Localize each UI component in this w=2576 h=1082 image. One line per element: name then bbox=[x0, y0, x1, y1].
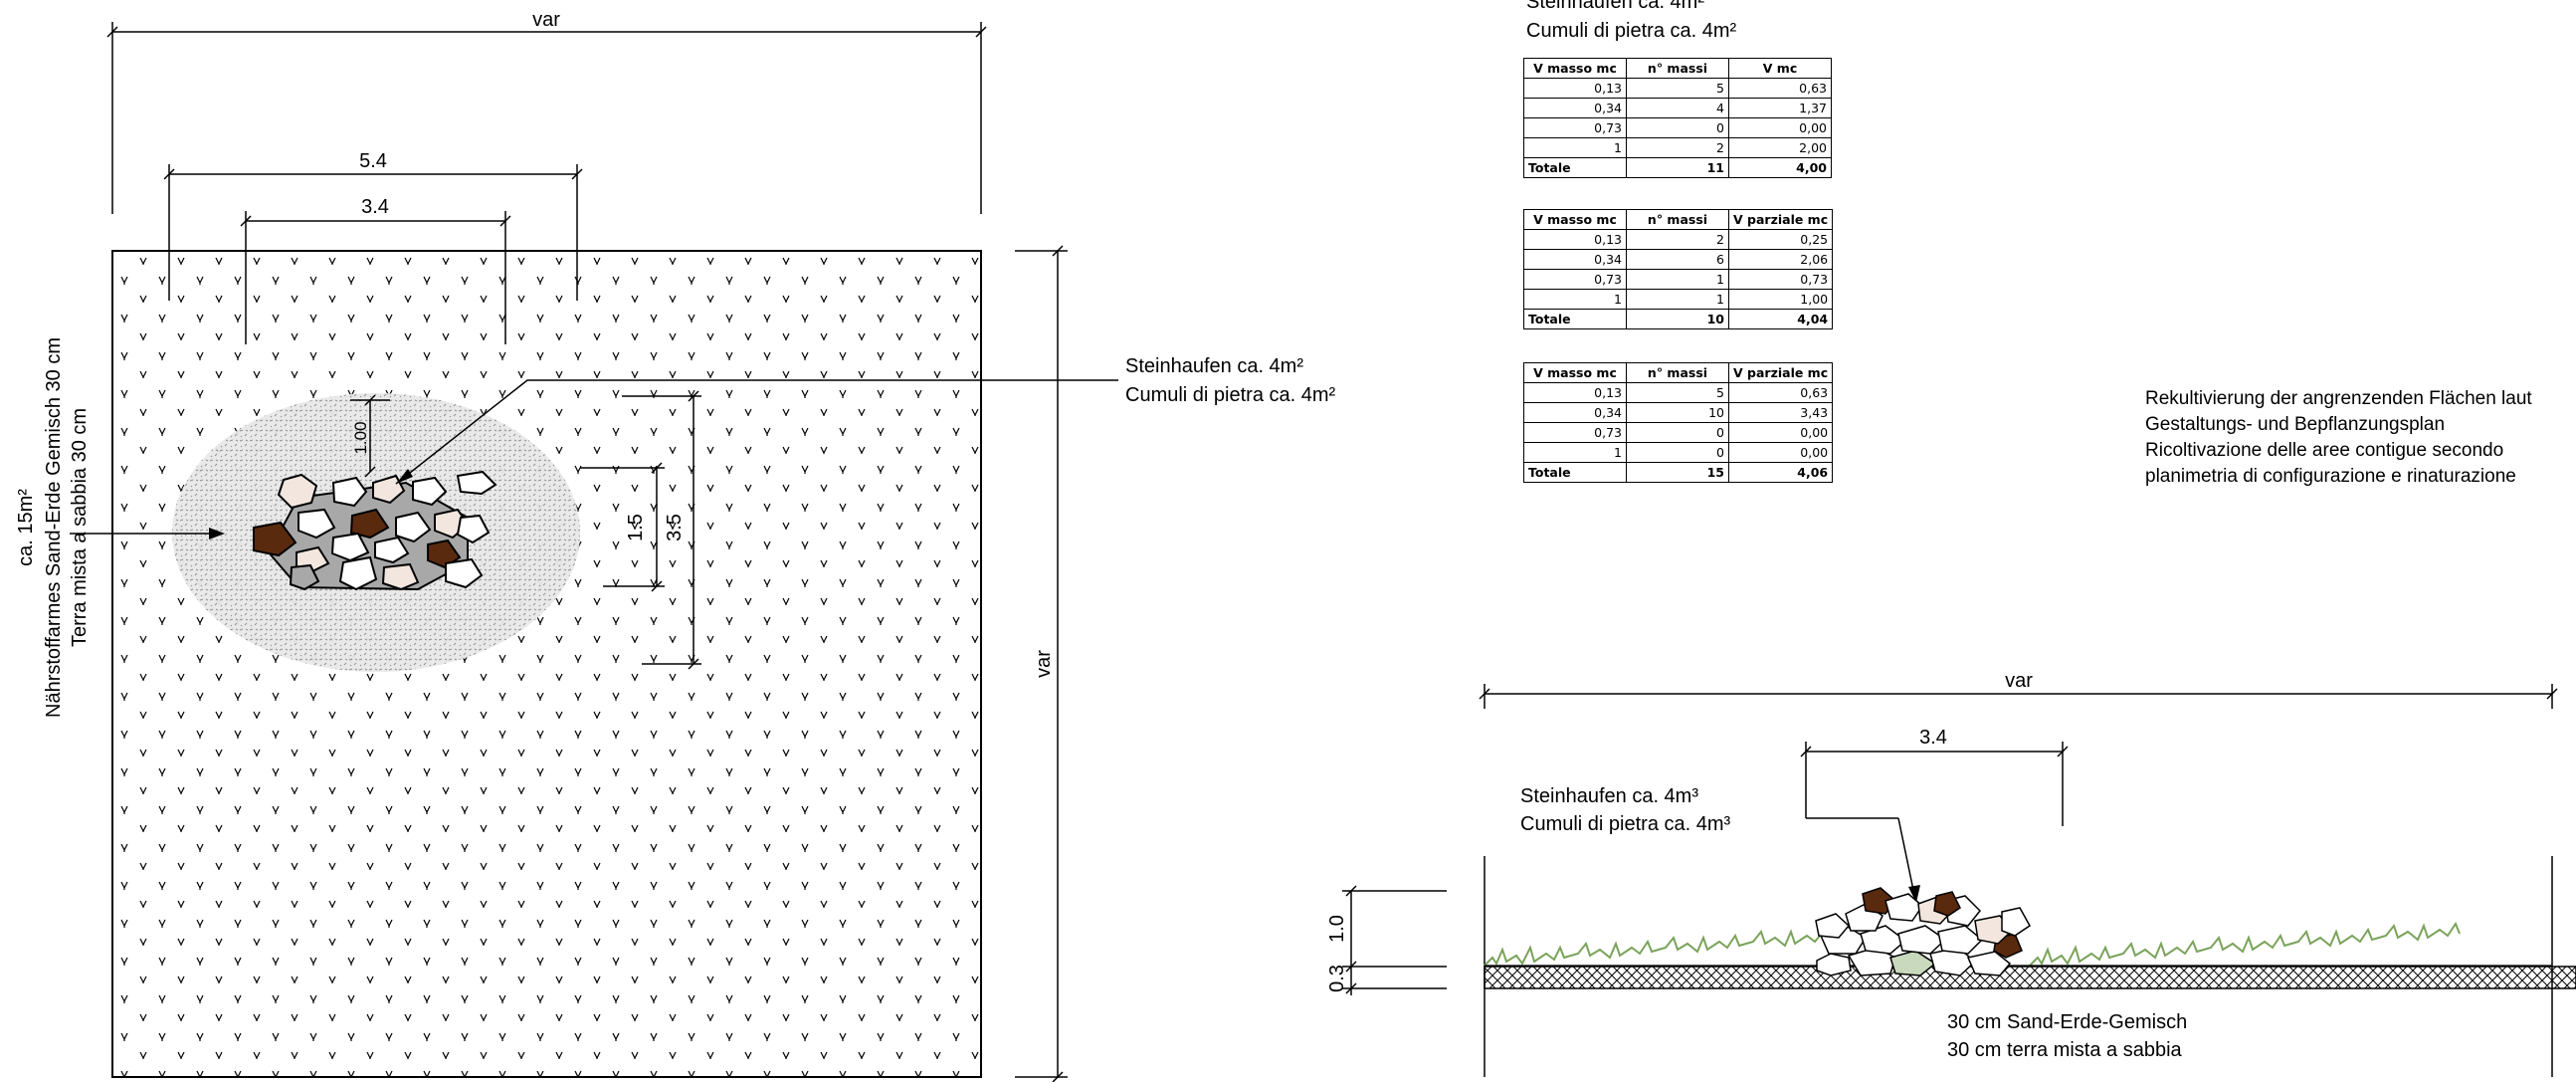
dimension-3-4-plan bbox=[240, 211, 511, 344]
section-dimension-var bbox=[1479, 684, 2558, 709]
col-header: V masso mc bbox=[1523, 58, 1627, 79]
section-stones-leader bbox=[1897, 817, 1915, 896]
table-row: 1 2 2,00 bbox=[1523, 137, 1832, 158]
section-stones-label-it: Cumuli di pietra ca. 4m³ bbox=[1520, 813, 1731, 835]
table-row: 0,34 10 3,43 bbox=[1523, 402, 1834, 423]
section-view: var 3.4 Steinhaufen ca. 4m³ Cumuli di pi… bbox=[1326, 670, 2576, 1077]
section-dim-1-0-label: 1.0 bbox=[1326, 915, 1348, 943]
col-header: V parziale mc bbox=[1727, 362, 1834, 383]
plan-view: var 5.4 3.4 var bbox=[15, 9, 1336, 1082]
dim-1-00-label: 1.00 bbox=[351, 421, 370, 454]
header-partial-line-1: Steinhaufen ca. 4m² bbox=[1526, 0, 1704, 13]
section-dim-3-4-label: 3.4 bbox=[1919, 727, 1947, 749]
table-row: 0,13 5 0,63 bbox=[1523, 382, 1834, 403]
table-total-row: Totale 11 4,00 bbox=[1523, 157, 1832, 178]
dim-5-4-label: 5.4 bbox=[359, 150, 387, 172]
left-leader-arrow bbox=[209, 528, 225, 540]
dimension-5-4 bbox=[163, 164, 583, 301]
col-header: n° massi bbox=[1626, 209, 1729, 230]
stone-pile-plan bbox=[253, 470, 497, 591]
table-row: 0,73 0 0,00 bbox=[1523, 422, 1834, 443]
header-partial-line-2: Cumuli di pietra ca. 4m² bbox=[1526, 20, 1737, 42]
dimension-3-5 bbox=[622, 390, 701, 670]
plan-stones-label-it: Cumuli di pietra ca. 4m² bbox=[1125, 384, 1336, 406]
col-header: V masso mc bbox=[1523, 362, 1627, 383]
col-header: n° massi bbox=[1626, 58, 1729, 79]
stone-volume-table-2: V masso mc n° massi V parziale mc 0,13 2 0,2… bbox=[1523, 209, 1834, 329]
section-stones-leader-arrow bbox=[1908, 885, 1920, 903]
plan-left-label-2: Nährstoffarmes Sand-Erde Gemisch 30 cm bbox=[43, 337, 65, 718]
plan-plot-area bbox=[111, 250, 982, 1078]
dim-top-var-label: var bbox=[532, 9, 560, 31]
table-row: 0,13 2 0,25 bbox=[1523, 229, 1834, 250]
dim-3-4-plan-label: 3.4 bbox=[361, 196, 389, 218]
dimension-1-00 bbox=[350, 394, 390, 478]
section-dimension-heights bbox=[1342, 885, 1447, 995]
note-line-3: Ricoltivazione delle aree contigue secon… bbox=[2145, 440, 2503, 461]
dimension-right-var bbox=[1015, 245, 1068, 1082]
table-row: 0,34 4 1,37 bbox=[1523, 98, 1832, 118]
dim-1-5-label: 1.5 bbox=[625, 514, 647, 541]
dim-3-5-label: 3.5 bbox=[664, 514, 686, 541]
dim-right-var-label: var bbox=[1033, 650, 1055, 678]
section-layer-label-it: 30 cm terra mista a sabbia bbox=[1947, 1039, 2183, 1061]
col-header: V masso mc bbox=[1523, 209, 1627, 230]
plan-left-label-3: Terra mista a sabbia 30 cm bbox=[69, 408, 91, 647]
table-row: 0,73 0 0,00 bbox=[1523, 117, 1832, 138]
dimension-1-5 bbox=[580, 462, 665, 592]
col-header: n° massi bbox=[1626, 362, 1729, 383]
table-row: 1 1 1,00 bbox=[1523, 289, 1834, 310]
section-dimension-3-4 bbox=[1800, 742, 2069, 826]
table-row: 0,13 5 0,63 bbox=[1523, 78, 1832, 99]
col-header: V mc bbox=[1728, 58, 1832, 79]
table-total-row: Totale 15 4,06 bbox=[1523, 462, 1834, 483]
grass-line bbox=[1484, 921, 2461, 967]
table-row: 0,73 1 0,73 bbox=[1523, 269, 1834, 290]
stone-pile-section bbox=[1815, 887, 2031, 976]
col-header: V parziale mc bbox=[1727, 209, 1834, 230]
table-total-row: Totale 10 4,04 bbox=[1523, 309, 1834, 329]
section-dim-0-3-label: 0.3 bbox=[1326, 965, 1348, 992]
dimension-top-var bbox=[106, 22, 987, 214]
stone-volume-table-1: V masso mc n° massi V mc 0,13 5 0,63 0,34 4 1,… bbox=[1523, 58, 1832, 178]
plan-left-label-1: ca. 15m² bbox=[15, 489, 37, 566]
note-line-4: planimetria di configurazione e rinatura… bbox=[2145, 466, 2516, 487]
stones-leader-line bbox=[395, 379, 1118, 485]
table-row: 1 0 0,00 bbox=[1523, 442, 1834, 463]
table-row: 0,34 6 2,06 bbox=[1523, 249, 1834, 270]
stones-leader-arrow bbox=[396, 469, 413, 484]
plan-stones-label-de: Steinhaufen ca. 4m² bbox=[1125, 355, 1303, 377]
section-layer-label-de: 30 cm Sand-Erde-Gemisch bbox=[1947, 1011, 2187, 1033]
section-dim-var-label: var bbox=[2005, 670, 2033, 692]
note-line-2: Gestaltungs- und Bepflanzungsplan bbox=[2145, 414, 2445, 435]
stone-volume-table-3: V masso mc n° massi V parziale mc 0,13 5 0,6… bbox=[1523, 362, 1834, 483]
section-stones-label-de: Steinhaufen ca. 4m³ bbox=[1520, 785, 1698, 807]
sand-earth-layer bbox=[1484, 966, 2576, 989]
note-line-1: Rekultivierung der angrenzenden Flächen … bbox=[2145, 388, 2532, 409]
